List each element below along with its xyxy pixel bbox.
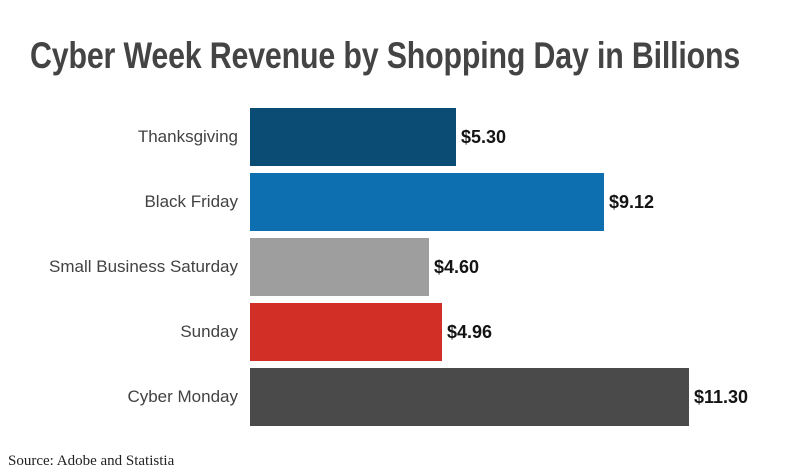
chart-title-text: Cyber Week Revenue by Shopping Day in Bi… [30,35,741,76]
chart-title: Cyber Week Revenue by Shopping Day in Bi… [30,36,800,76]
bar-track: $11.30 [250,368,800,426]
bar [250,303,442,361]
value-label: $4.60 [434,256,480,277]
value-label: $11.30 [694,386,749,407]
source-note: Source: Adobe and Statistia [8,453,175,469]
value-label: $4.96 [447,321,493,342]
category-label: Sunday [180,322,238,341]
chart-row: Cyber Monday $11.30 [0,368,800,426]
value-label: $5.30 [461,126,507,147]
bar-track: $4.96 [250,303,800,361]
category-label: Cyber Monday [127,387,238,406]
bar-track: $9.12 [250,173,800,231]
bar [250,108,456,166]
bar-track: $5.30 [250,108,800,166]
bar [250,368,689,426]
category-label: Small Business Saturday [49,257,238,276]
chart-row: Small Business Saturday $4.60 [0,238,800,296]
chart-row: Thanksgiving $5.30 [0,108,800,166]
chart-row: Sunday $4.96 [0,303,800,361]
bar-track: $4.60 [250,238,800,296]
bar [250,173,604,231]
chart-row: Black Friday $9.12 [0,173,800,231]
bar [250,238,429,296]
category-label: Thanksgiving [137,127,238,146]
category-label: Black Friday [144,192,238,211]
bar-chart: Thanksgiving $5.30 Black Friday $9.12 Small … [0,108,800,426]
value-label: $9.12 [609,191,655,212]
